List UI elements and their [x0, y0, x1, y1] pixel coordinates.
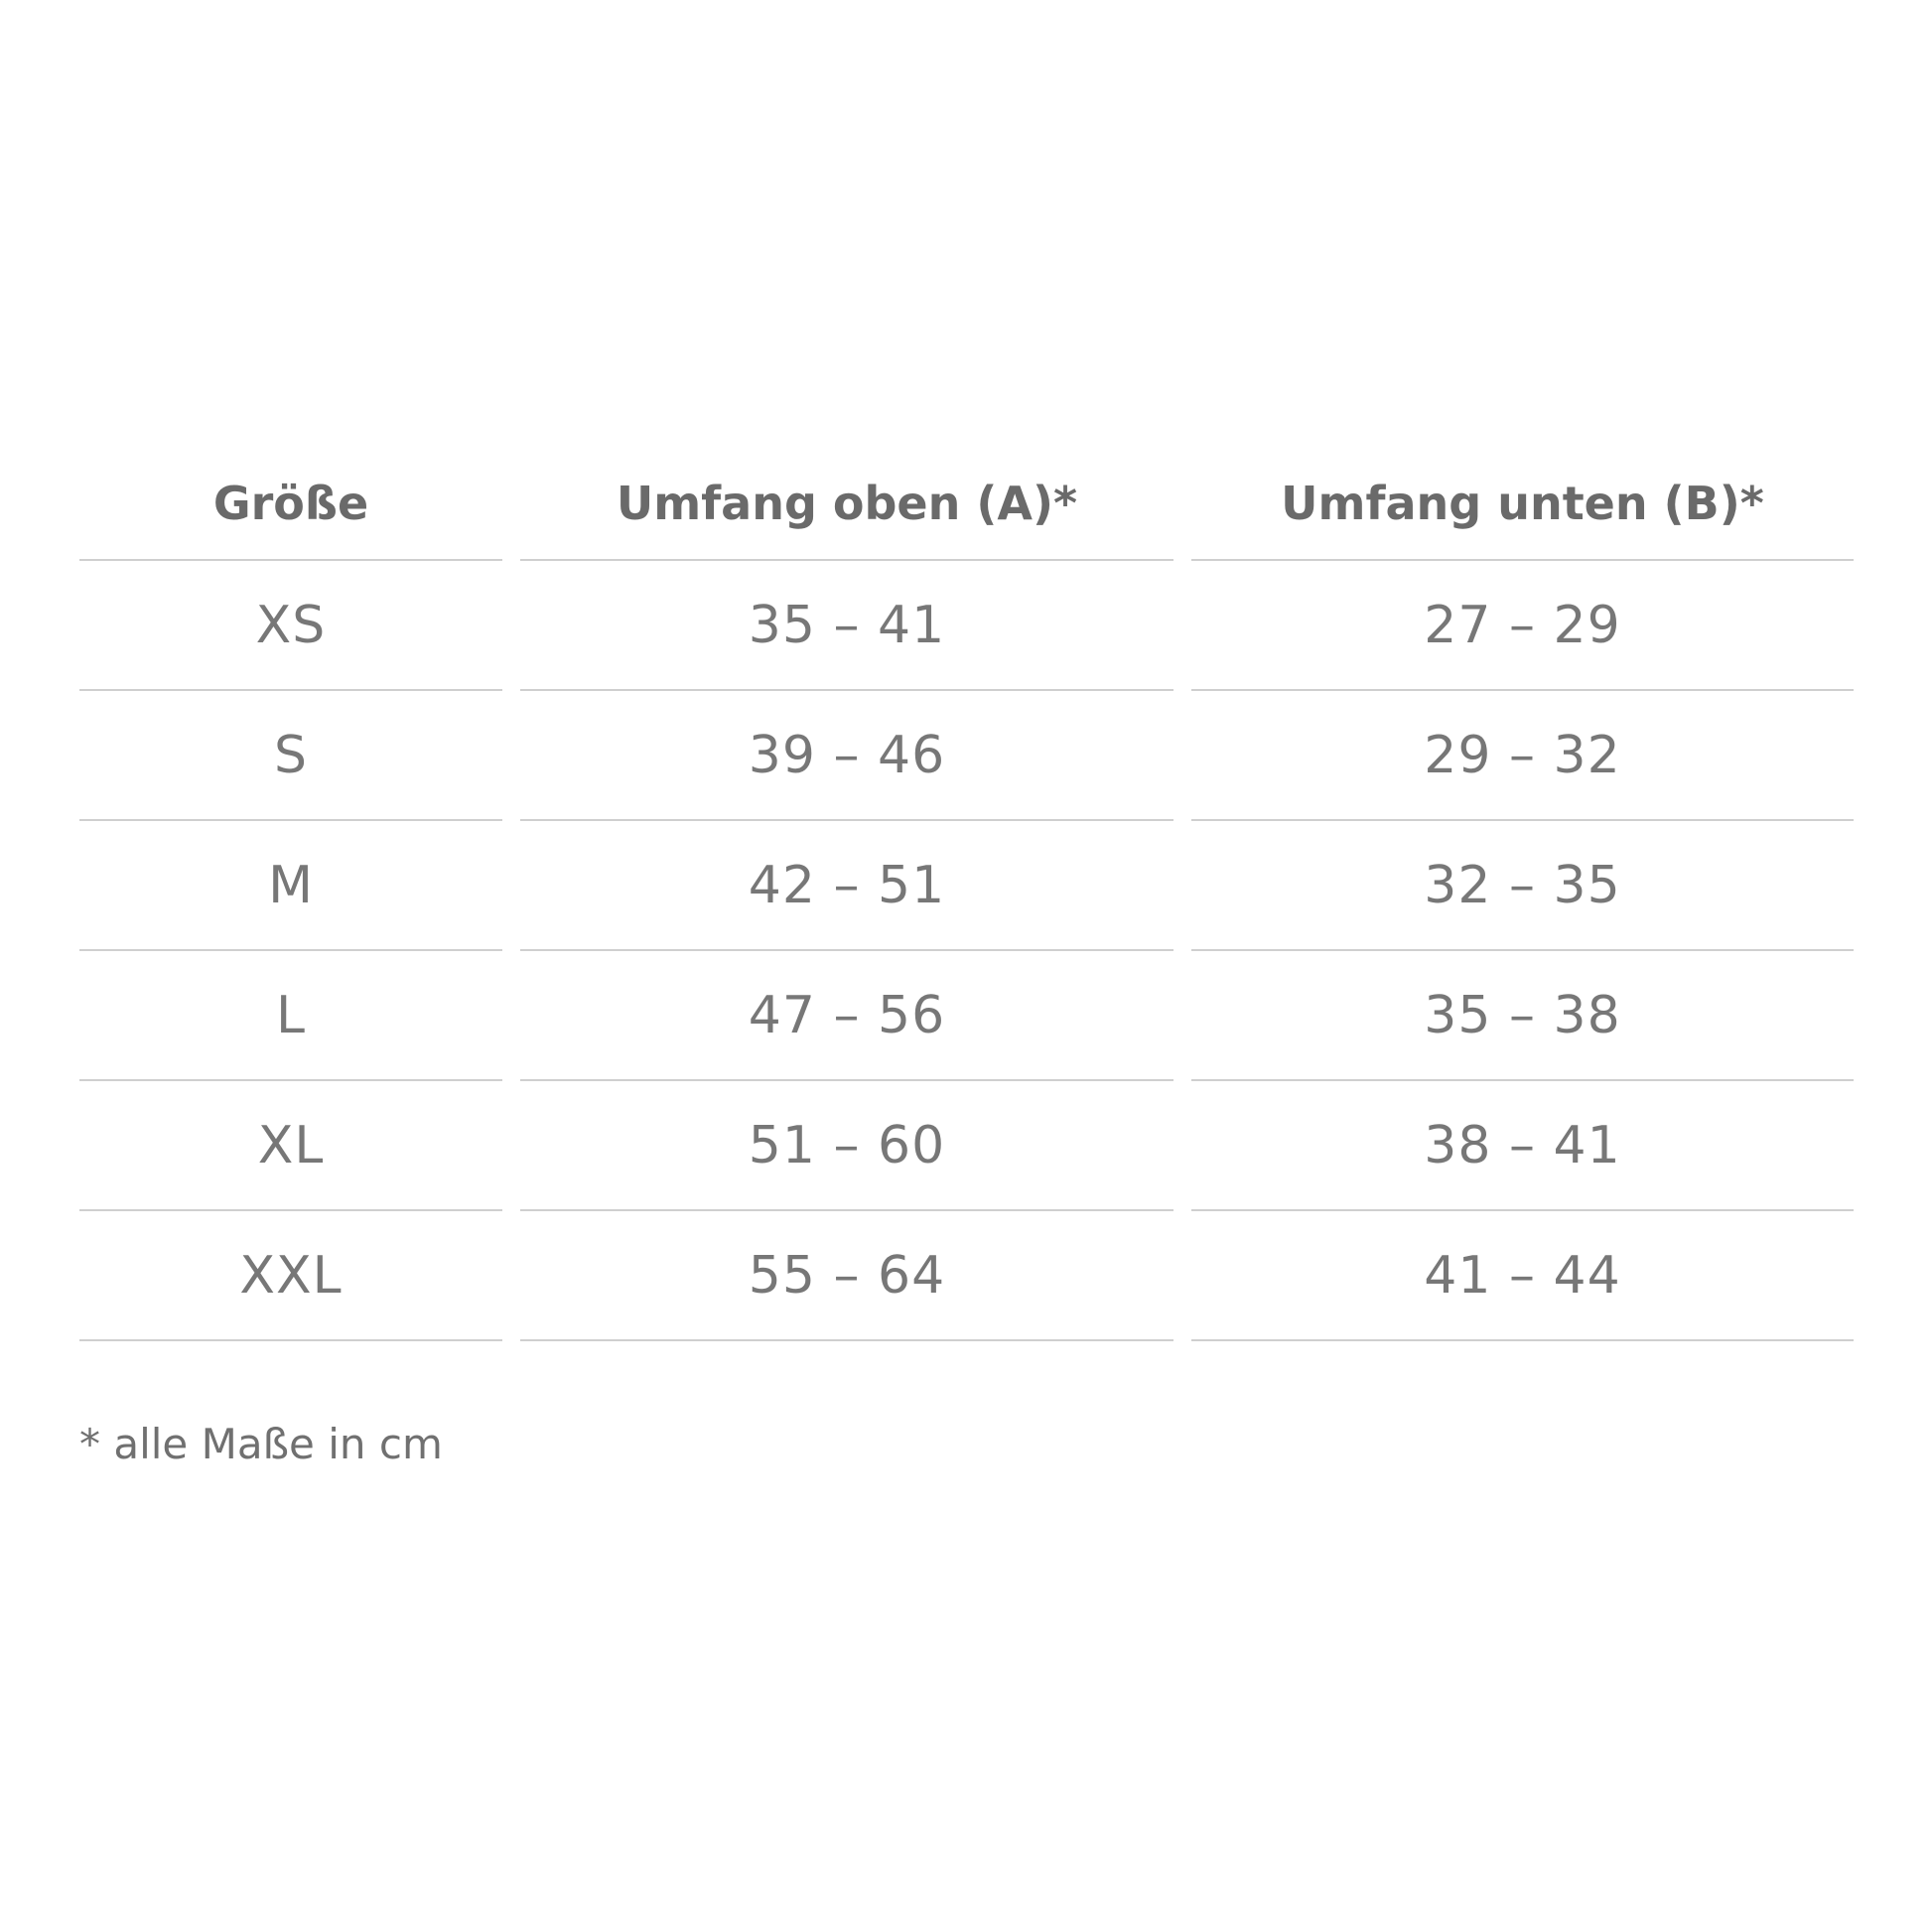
table-row: L 47 – 56 35 – 38	[79, 951, 1854, 1081]
header-upper-circumference: Umfang oben (A)*	[520, 447, 1173, 561]
size-cell: M	[79, 821, 502, 951]
lower-circumference-cell: 29 – 32	[1191, 691, 1854, 821]
lower-circumference-cell: 35 – 38	[1191, 951, 1854, 1081]
lower-circumference-cell: 27 – 29	[1191, 561, 1854, 691]
header-lower-circumference: Umfang unten (B)*	[1191, 447, 1854, 561]
size-cell: L	[79, 951, 502, 1081]
size-cell: XS	[79, 561, 502, 691]
upper-circumference-cell: 55 – 64	[520, 1211, 1173, 1341]
upper-circumference-cell: 51 – 60	[520, 1081, 1173, 1211]
table-row: XXL 55 – 64 41 – 44	[79, 1211, 1854, 1341]
lower-circumference-cell: 41 – 44	[1191, 1211, 1854, 1341]
table-row: XL 51 – 60 38 – 41	[79, 1081, 1854, 1211]
table-row: S 39 – 46 29 – 32	[79, 691, 1854, 821]
size-table: Größe Umfang oben (A)* Umfang unten (B)*…	[79, 447, 1854, 1341]
upper-circumference-cell: 39 – 46	[520, 691, 1173, 821]
upper-circumference-cell: 47 – 56	[520, 951, 1173, 1081]
table-row: XS 35 – 41 27 – 29	[79, 561, 1854, 691]
lower-circumference-cell: 38 – 41	[1191, 1081, 1854, 1211]
size-cell: XXL	[79, 1211, 502, 1341]
footnote: * alle Maße in cm	[79, 1420, 443, 1468]
table-header-row: Größe Umfang oben (A)* Umfang unten (B)*	[79, 447, 1854, 561]
table-row: M 42 – 51 32 – 35	[79, 821, 1854, 951]
upper-circumference-cell: 35 – 41	[520, 561, 1173, 691]
lower-circumference-cell: 32 – 35	[1191, 821, 1854, 951]
size-cell: XL	[79, 1081, 502, 1211]
upper-circumference-cell: 42 – 51	[520, 821, 1173, 951]
size-cell: S	[79, 691, 502, 821]
header-size: Größe	[79, 447, 502, 561]
